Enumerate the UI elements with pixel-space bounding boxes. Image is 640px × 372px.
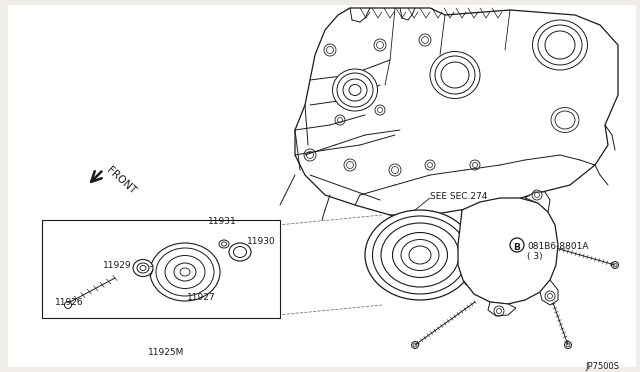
- Ellipse shape: [430, 51, 480, 99]
- Text: JP7500S: JP7500S: [585, 362, 619, 371]
- Polygon shape: [525, 192, 550, 212]
- Ellipse shape: [133, 260, 153, 276]
- Ellipse shape: [365, 210, 475, 300]
- Bar: [42, 220, 280, 318]
- Ellipse shape: [538, 25, 582, 65]
- Polygon shape: [295, 8, 618, 215]
- Ellipse shape: [441, 62, 469, 88]
- Text: 11930: 11930: [247, 237, 276, 246]
- Ellipse shape: [150, 243, 220, 301]
- Ellipse shape: [349, 84, 361, 96]
- Polygon shape: [488, 302, 516, 316]
- Text: ( 3): ( 3): [527, 252, 543, 261]
- Ellipse shape: [435, 56, 475, 94]
- Text: SEE SEC.274: SEE SEC.274: [430, 192, 488, 201]
- Text: 11931: 11931: [208, 217, 237, 226]
- Ellipse shape: [333, 69, 378, 111]
- Polygon shape: [540, 280, 558, 305]
- Text: 081B6-8801A: 081B6-8801A: [527, 242, 589, 251]
- Text: 11925M: 11925M: [148, 348, 184, 357]
- Ellipse shape: [551, 108, 579, 132]
- Text: 11929: 11929: [103, 261, 132, 270]
- Polygon shape: [458, 198, 558, 304]
- Text: FRONT: FRONT: [105, 165, 138, 196]
- Text: 11926: 11926: [55, 298, 84, 307]
- Ellipse shape: [337, 73, 373, 107]
- Ellipse shape: [229, 243, 251, 261]
- Ellipse shape: [219, 240, 229, 248]
- Ellipse shape: [343, 79, 367, 101]
- Text: 11927: 11927: [187, 293, 216, 302]
- Ellipse shape: [545, 31, 575, 59]
- Ellipse shape: [532, 20, 588, 70]
- Text: B: B: [513, 244, 520, 253]
- Ellipse shape: [555, 111, 575, 129]
